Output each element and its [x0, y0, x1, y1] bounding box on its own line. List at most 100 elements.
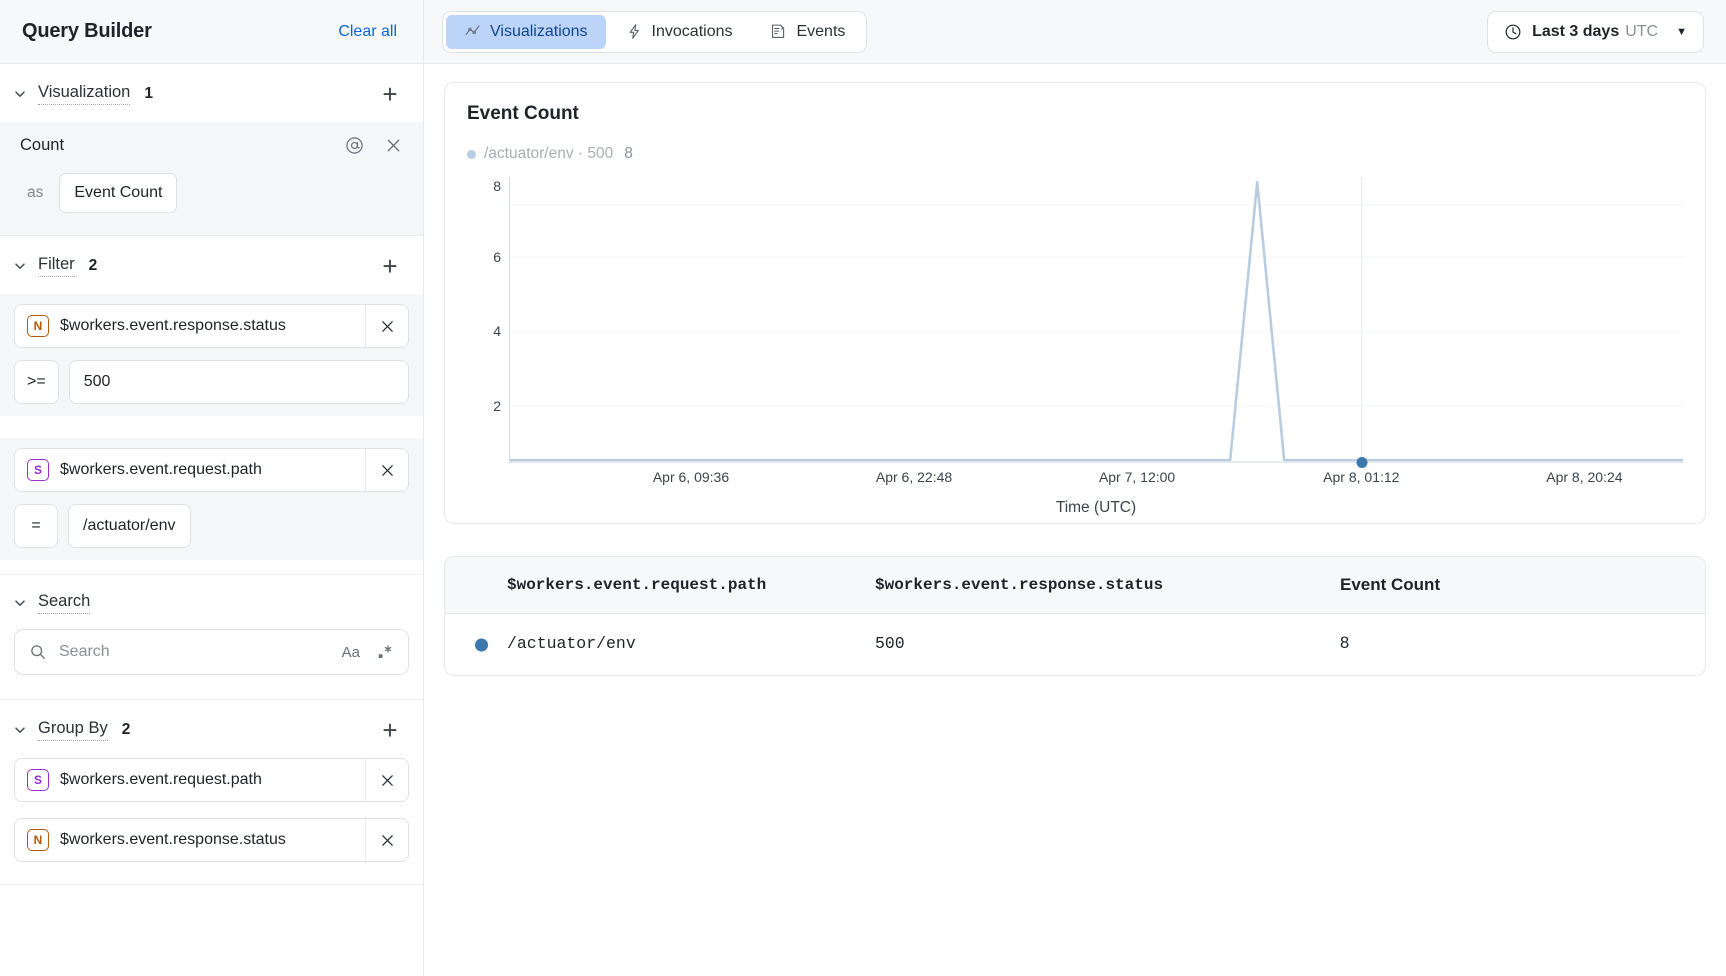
legend-color-swatch [467, 149, 476, 159]
filter-field-selector[interactable]: N $workers.event.response.status [14, 304, 409, 348]
remove-filter-icon[interactable] [365, 449, 408, 491]
chart-line-icon [464, 23, 481, 40]
search-box[interactable]: Aa [14, 629, 409, 675]
filter-count: 2 [88, 257, 98, 274]
remove-group-by-icon[interactable] [365, 819, 408, 861]
table-header-row: $workers.event.request.path $workers.eve… [445, 557, 1705, 614]
plot-area [509, 177, 1683, 468]
tab-events-label: Events [796, 22, 846, 40]
filter-row: S $workers.event.request.path = /actuato… [0, 438, 423, 560]
time-range-timezone: UTC [1625, 22, 1659, 40]
chart-title: Event Count [467, 103, 579, 124]
cell-path: /actuator/env [445, 614, 875, 676]
filter-field-name: $workers.event.request.path [60, 461, 262, 478]
legend-series-label[interactable]: /actuator/env · 500 [484, 145, 614, 162]
filter-operator-select[interactable]: >= [14, 360, 59, 404]
y-tick-label: 6 [493, 249, 501, 266]
alias-label: as [27, 184, 44, 201]
series-color-dot-icon [475, 638, 488, 651]
group-by-field-name: $workers.event.response.status [60, 831, 286, 848]
column-header-status[interactable]: $workers.event.response.status [875, 557, 1340, 614]
column-header-path[interactable]: $workers.event.request.path [445, 557, 875, 614]
remove-filter-icon[interactable] [365, 305, 408, 347]
group-by-field-selector[interactable]: S $workers.event.request.path [14, 758, 409, 802]
x-tick-label: Apr 6, 22:48 [875, 469, 953, 485]
x-tick-label: Apr 8, 20:24 [1546, 469, 1623, 485]
data-point-marker[interactable] [1356, 457, 1368, 468]
time-range-value: Last 3 days [1532, 22, 1620, 40]
add-group-by-button[interactable]: + [382, 715, 398, 745]
visualization-section-header: Visualization 1 + [0, 64, 423, 122]
group-by-field-name: $workers.event.request.path [60, 771, 262, 788]
visualization-card-header: Count [20, 136, 403, 155]
y-tick-label: 2 [493, 397, 501, 414]
aggregate-function-label[interactable]: Count [20, 136, 65, 154]
visualization-alias-row: as Event Count [20, 173, 403, 213]
match-case-icon[interactable]: Aa [341, 643, 360, 661]
y-tick-label: 8 [493, 177, 501, 194]
filter-field-selector[interactable]: S $workers.event.request.path [14, 448, 409, 492]
search-icon [29, 643, 47, 661]
results-table: $workers.event.request.path $workers.eve… [445, 557, 1705, 675]
visualization-count: 1 [144, 85, 153, 102]
column-header-event-count[interactable]: Event Count [1340, 557, 1705, 614]
filter-value-input[interactable]: 500 [68, 360, 409, 404]
add-visualization-button[interactable]: + [382, 79, 398, 109]
results-table-card: $workers.event.request.path $workers.eve… [444, 556, 1706, 676]
filter-value-input[interactable]: /actuator/env [68, 504, 191, 548]
alias-input[interactable]: Event Count [59, 173, 178, 213]
at-icon[interactable] [345, 136, 364, 155]
y-tick-label: 4 [493, 323, 501, 340]
chart-card: Event Count /actuator/env · 500 8 8 6 4 … [444, 82, 1706, 524]
remove-group-by-icon[interactable] [365, 759, 408, 801]
filter-field-name: $workers.event.response.status [60, 317, 286, 334]
tab-visualizations[interactable]: Visualizations [446, 14, 606, 49]
filter-label[interactable]: Filter [38, 255, 75, 277]
add-filter-button[interactable]: + [382, 251, 398, 281]
type-badge-string-icon: S [27, 459, 49, 481]
chevron-down-icon[interactable] [12, 258, 28, 274]
table-row[interactable]: /actuator/env 500 8 [445, 614, 1705, 676]
group-by-label[interactable]: Group By [38, 719, 108, 741]
tab-invocations[interactable]: Invocations [608, 15, 751, 49]
visualization-card: Count as Event Count [0, 122, 423, 235]
chevron-down-icon[interactable] [12, 595, 28, 611]
group-by-section-header: Group By 2 + [0, 700, 423, 758]
cell-path-value: /actuator/env [507, 634, 636, 653]
cell-status: 500 [875, 634, 905, 653]
filter-operator-select[interactable]: = [14, 504, 58, 548]
search-label[interactable]: Search [38, 592, 91, 614]
legend-series-value: 8 [624, 145, 633, 162]
regex-icon[interactable] [376, 643, 394, 661]
query-builder-sidebar: Query Builder Clear all Visualization 1 … [0, 0, 424, 976]
group-by-field-selector[interactable]: N $workers.event.response.status [14, 818, 409, 862]
search-section-header: Search [0, 575, 423, 629]
tab-events[interactable]: Events [752, 15, 863, 49]
clear-all-button[interactable]: Clear all [338, 22, 397, 40]
chevron-down-icon[interactable] [12, 722, 28, 738]
chevron-down-icon[interactable] [12, 86, 28, 102]
y-axis: 8 6 4 2 [467, 177, 501, 463]
page-title: Query Builder [22, 20, 152, 42]
chart-svg [510, 177, 1683, 463]
x-axis: Apr 6, 09:36 Apr 6, 22:48 Apr 7, 12:00 A… [509, 469, 1683, 489]
cell-event-count: 8 [1340, 634, 1350, 652]
visualization-label[interactable]: Visualization [38, 83, 131, 105]
search-input[interactable] [59, 643, 330, 661]
main-content: Event Count /actuator/env · 500 8 8 6 4 … [424, 64, 1726, 976]
top-toolbar: Visualizations Invocations Events [424, 0, 1726, 64]
view-tabs: Visualizations Invocations Events [442, 10, 868, 53]
type-badge-string-icon: S [27, 769, 49, 791]
series-line [510, 180, 1683, 462]
events-doc-icon [770, 23, 787, 40]
main-panel: Visualizations Invocations Events [424, 0, 1726, 976]
group-by-count: 2 [121, 721, 131, 738]
query-builder-header: Query Builder Clear all [0, 0, 423, 64]
x-tick-label: Apr 7, 12:00 [1098, 469, 1176, 485]
x-tick-label: Apr 6, 09:36 [652, 469, 730, 485]
close-icon[interactable] [384, 136, 403, 155]
line-chart[interactable]: 8 6 4 2 [467, 177, 1683, 516]
time-range-selector[interactable]: Last 3 days UTC ▼ [1487, 10, 1704, 53]
type-badge-number-icon: N [27, 315, 49, 337]
